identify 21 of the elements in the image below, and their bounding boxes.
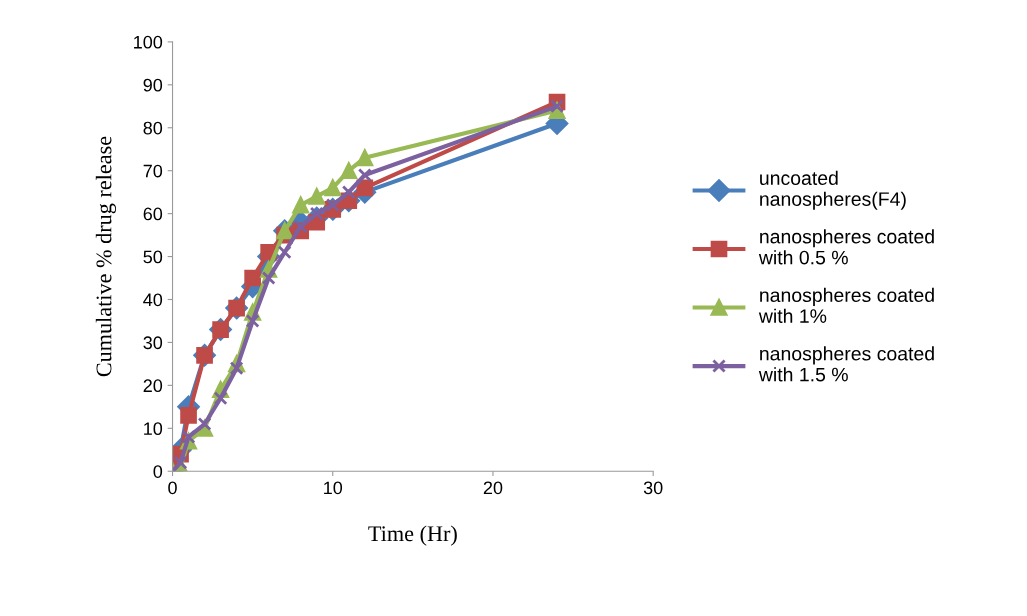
- y-tick-label: 90: [143, 78, 163, 92]
- y-axis-title: Cumulative % drug release: [95, 136, 117, 377]
- x-tick-label: 10: [324, 481, 343, 495]
- y-tick-label: 100: [134, 35, 163, 49]
- y-tick-label: 80: [143, 121, 163, 135]
- y-tick-label: 20: [143, 379, 163, 393]
- y-tick-label: 70: [143, 164, 163, 178]
- y-tick-label: 60: [143, 207, 163, 221]
- x-tick-label: 0: [168, 481, 177, 495]
- x-axis-title: Time (Hr): [368, 525, 457, 546]
- x-tick-label: 30: [643, 481, 663, 495]
- y-tick-label: 0: [153, 465, 163, 478]
- x-tick-label: 20: [483, 481, 503, 495]
- y-tick-label: 30: [143, 336, 163, 350]
- legend-label: nanospheres coated with 1.5 %: [758, 346, 934, 382]
- legend-label: nanospheres coated with 1%: [758, 287, 934, 323]
- legend-label: uncoated nanospheres(F4): [760, 170, 906, 210]
- y-tick-label: 10: [144, 422, 163, 436]
- legend-label: nanospheres coated with 0.5 %: [758, 229, 934, 265]
- y-tick-label: 50: [143, 250, 163, 264]
- y-tick-label: 40: [143, 293, 163, 307]
